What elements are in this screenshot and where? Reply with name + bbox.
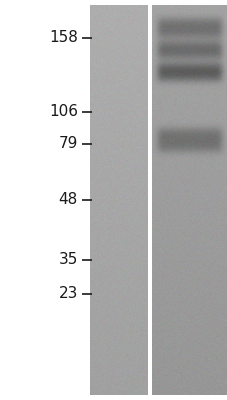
Text: 158: 158 bbox=[49, 30, 78, 46]
Text: 35: 35 bbox=[58, 252, 78, 268]
Text: 23: 23 bbox=[58, 286, 78, 302]
Text: 106: 106 bbox=[49, 104, 78, 120]
Text: 48: 48 bbox=[59, 192, 78, 208]
Text: 79: 79 bbox=[58, 136, 78, 152]
